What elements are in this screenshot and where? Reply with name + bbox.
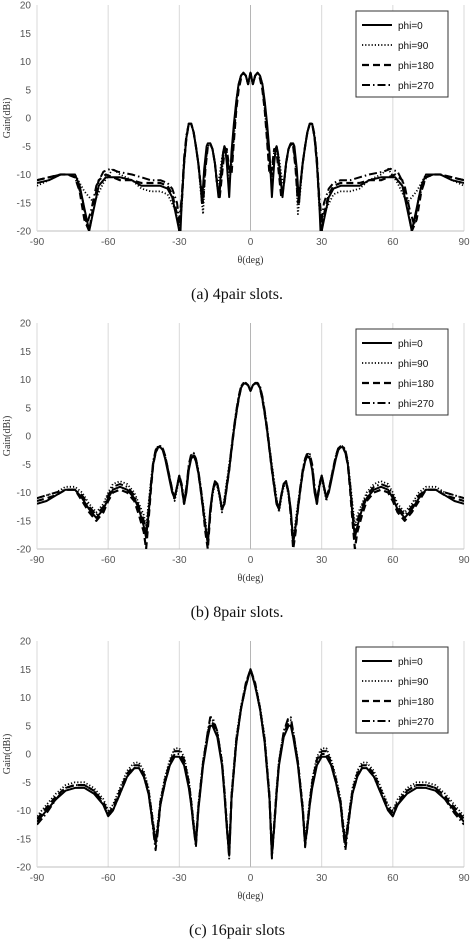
series-line-phi-270: [37, 668, 464, 860]
legend-label: phi=90: [398, 41, 429, 52]
x-tick-label: 60: [387, 555, 399, 566]
legend-label: phi=0: [398, 339, 423, 350]
panel-c: -90 -60 -30 0 30 60 90 -20 -15 -10 -5 0 5 10 15 20 θ(deg…: [0, 636, 474, 952]
caption-b: (b) 8pair slots.: [190, 604, 284, 621]
series-line-phi-180: [37, 382, 464, 549]
legend-label: phi=270: [398, 399, 434, 410]
y-tick-label: 10: [20, 693, 32, 704]
x-tick-label: 0: [248, 555, 254, 566]
y-tick-label: 0: [25, 432, 31, 443]
y-tick-label: 5: [25, 721, 31, 732]
y-tick-label: -10: [17, 170, 32, 181]
y-tick-label: -15: [17, 834, 32, 845]
x-tick-label: 60: [387, 237, 399, 248]
x-tick-label: 90: [458, 237, 470, 248]
y-tick-label: -15: [17, 516, 32, 527]
x-tick-label: 60: [387, 873, 399, 884]
x-tick-label: -30: [172, 555, 187, 566]
panel-a: -90 -60 -30 0 30 60 90 -20 -15 -10 -5 0 5 10 15 20 θ(deg…: [0, 0, 474, 317]
x-tick-label: -90: [30, 555, 45, 566]
y-tick-label: -5: [22, 778, 31, 789]
x-tick-label: -90: [30, 873, 45, 884]
legend-label: phi=270: [398, 717, 434, 728]
x-tick-label: 30: [316, 873, 328, 884]
x-tick-label: -30: [172, 237, 187, 248]
x-tick-label: -60: [101, 555, 116, 566]
y-tick-label: -10: [17, 806, 32, 817]
x-tick-label: 30: [316, 555, 328, 566]
series-line-phi-270: [37, 71, 464, 227]
legend-label: phi=180: [398, 61, 434, 72]
y-tick-label: -20: [17, 545, 32, 556]
chart-a: -90 -60 -30 0 30 60 90 -20 -15 -10 -5 0 5 10 15 20 θ(deg…: [2, 1, 470, 267]
x-tick-label: 30: [316, 237, 328, 248]
x-tick-label: 0: [248, 237, 254, 248]
x-axis-title: θ(deg): [238, 255, 264, 266]
y-tick-label: -10: [17, 488, 32, 499]
chart-c: -90 -60 -30 0 30 60 90 -20 -15 -10 -5 0 5 10 15 20 θ(deg…: [2, 637, 470, 903]
x-tick-label: -90: [30, 237, 45, 248]
y-axis-title: Gain(dBi): [2, 734, 13, 775]
legend-label: phi=180: [398, 697, 434, 708]
legend-label: phi=270: [398, 81, 434, 92]
y-tick-label: -15: [17, 198, 32, 209]
y-tick-label: 20: [20, 637, 32, 648]
y-tick-label: 20: [20, 319, 32, 330]
legend-label: phi=180: [398, 379, 434, 390]
legend-label: phi=90: [398, 359, 429, 370]
panel-b: -90 -60 -30 0 30 60 90 -20 -15 -10 -5 0 5 10 15 20 θ(deg…: [0, 318, 474, 635]
x-axis-title: θ(deg): [238, 573, 264, 584]
y-tick-label: -20: [17, 863, 32, 874]
legend-label: phi=90: [398, 677, 429, 688]
x-tick-label: -60: [101, 237, 116, 248]
y-tick-label: 0: [25, 114, 31, 125]
y-tick-label: -5: [22, 460, 31, 471]
y-tick-label: 20: [20, 1, 32, 12]
caption-c: (c) 16pair slots: [189, 922, 285, 939]
x-tick-label: 90: [458, 555, 470, 566]
y-tick-label: 0: [25, 750, 31, 761]
x-axis-title: θ(deg): [238, 891, 264, 902]
chart-b: -90 -60 -30 0 30 60 90 -20 -15 -10 -5 0 5 10 15 20 θ(deg…: [2, 319, 470, 585]
x-tick-label: 90: [458, 873, 470, 884]
y-tick-label: 5: [25, 403, 31, 414]
y-tick-label: 5: [25, 85, 31, 96]
x-tick-label: -60: [101, 873, 116, 884]
y-tick-label: 15: [20, 347, 32, 358]
y-tick-label: -5: [22, 142, 31, 153]
series-line-phi-270: [37, 381, 464, 545]
y-axis-title: Gain(dBi): [2, 98, 13, 139]
y-tick-label: 10: [20, 375, 32, 386]
y-tick-label: 15: [20, 29, 32, 40]
y-tick-label: 10: [20, 57, 32, 68]
legend-label: phi=0: [398, 21, 423, 32]
y-tick-label: -20: [17, 227, 32, 238]
y-tick-label: 15: [20, 665, 32, 676]
caption-a: (a) 4pair slots.: [191, 286, 283, 303]
legend-label: phi=0: [398, 657, 423, 668]
y-axis-title: Gain(dBi): [2, 416, 13, 457]
x-tick-label: 0: [248, 873, 254, 884]
x-tick-label: -30: [172, 873, 187, 884]
